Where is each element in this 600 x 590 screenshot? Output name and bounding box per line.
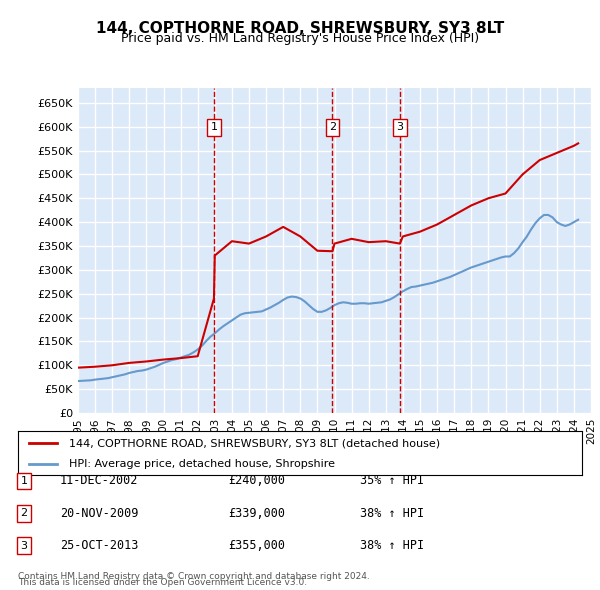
Text: HPI: Average price, detached house, Shropshire: HPI: Average price, detached house, Shro… bbox=[69, 459, 335, 469]
Text: £240,000: £240,000 bbox=[228, 474, 285, 487]
Text: 38% ↑ HPI: 38% ↑ HPI bbox=[360, 507, 424, 520]
Text: Price paid vs. HM Land Registry's House Price Index (HPI): Price paid vs. HM Land Registry's House … bbox=[121, 32, 479, 45]
Text: 25-OCT-2013: 25-OCT-2013 bbox=[60, 539, 139, 552]
Text: 144, COPTHORNE ROAD, SHREWSBURY, SY3 8LT: 144, COPTHORNE ROAD, SHREWSBURY, SY3 8LT bbox=[96, 21, 504, 35]
Text: 11-DEC-2002: 11-DEC-2002 bbox=[60, 474, 139, 487]
Text: This data is licensed under the Open Government Licence v3.0.: This data is licensed under the Open Gov… bbox=[18, 578, 307, 587]
Text: Contains HM Land Registry data © Crown copyright and database right 2024.: Contains HM Land Registry data © Crown c… bbox=[18, 572, 370, 581]
Text: £339,000: £339,000 bbox=[228, 507, 285, 520]
Text: 38% ↑ HPI: 38% ↑ HPI bbox=[360, 539, 424, 552]
Text: 3: 3 bbox=[397, 123, 403, 132]
Text: 2: 2 bbox=[20, 509, 28, 518]
Text: 35% ↑ HPI: 35% ↑ HPI bbox=[360, 474, 424, 487]
Text: £355,000: £355,000 bbox=[228, 539, 285, 552]
Text: 1: 1 bbox=[211, 123, 217, 132]
Text: 2: 2 bbox=[329, 123, 336, 132]
Text: 144, COPTHORNE ROAD, SHREWSBURY, SY3 8LT (detached house): 144, COPTHORNE ROAD, SHREWSBURY, SY3 8LT… bbox=[69, 438, 440, 448]
Text: 20-NOV-2009: 20-NOV-2009 bbox=[60, 507, 139, 520]
Text: 1: 1 bbox=[20, 476, 28, 486]
Text: 3: 3 bbox=[20, 541, 28, 550]
